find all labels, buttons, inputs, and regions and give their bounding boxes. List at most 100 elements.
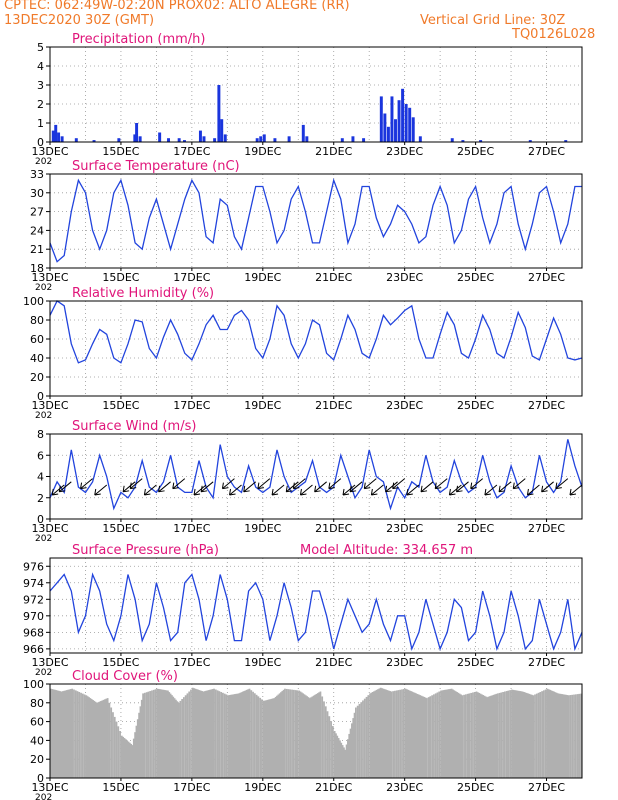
x-tick-label: 17DEC — [173, 399, 210, 412]
cloud-bar — [423, 696, 426, 778]
cloud-bar — [282, 689, 285, 778]
wind-arrow — [512, 478, 526, 490]
cloud-bar — [456, 691, 458, 778]
cloud-bar — [89, 698, 92, 778]
cloud-bar — [97, 702, 100, 778]
cloud-bar — [160, 689, 163, 778]
precipitation-panel: 0 1 2 3 4 5 13DEC 15DEC 17DEC 19DEC 21DEC 23DEC 25DE… — [31, 32, 583, 167]
cloud-bar — [85, 695, 88, 778]
cloud-bar — [80, 692, 82, 778]
precip-bar — [135, 123, 139, 142]
cloud-bar — [318, 692, 320, 778]
cloud-bar — [156, 688, 159, 778]
cloud-bar — [98, 701, 101, 778]
cloud-bar — [218, 691, 221, 778]
cloud-bar — [345, 744, 348, 778]
wind-arrow-shaft — [342, 484, 356, 496]
cloud-bar — [369, 693, 371, 778]
wind-arrow — [569, 484, 583, 496]
wind-arrow-shaft — [363, 478, 377, 490]
cloud-bar — [532, 695, 535, 778]
wind-arrow-head — [456, 485, 463, 493]
cloud-bar — [495, 693, 498, 778]
pressure-panel: 966 968 970 972 974 976 13DEC 15DEC 17DEC 19DEC 21… — [23, 543, 583, 678]
cloud-bar — [550, 690, 553, 778]
cloud-bar — [487, 696, 490, 778]
x-tick-label: 25DEC — [457, 522, 494, 535]
cloud-bar — [512, 689, 515, 778]
cloud-bar — [239, 692, 242, 778]
cloud-bar — [81, 693, 84, 778]
cloud-bar — [566, 695, 569, 778]
cloud-bar — [197, 689, 199, 778]
year-fragment: 202 — [35, 283, 52, 293]
cloud-bar — [173, 698, 176, 778]
wind-arrow — [229, 484, 242, 496]
y-tick-label: 60 — [30, 716, 44, 729]
year-fragment: 202 — [35, 157, 52, 167]
cloud-bar — [90, 699, 93, 778]
precip-bar — [305, 136, 309, 142]
y-tick-label: 972 — [23, 593, 44, 606]
precip-bar — [418, 136, 422, 142]
cloud-bar — [486, 697, 489, 778]
cloud-bar — [175, 699, 177, 778]
cloud-bar — [307, 697, 310, 778]
wind-arrow-head — [555, 482, 562, 490]
x-tick-label: 15DEC — [102, 271, 139, 284]
wind-arrow-shaft — [456, 481, 469, 493]
cloud-bar — [542, 690, 545, 778]
cloud-bar — [348, 733, 351, 778]
plot-frame — [49, 300, 583, 397]
cloud-bar — [149, 691, 152, 778]
x-tick-label: 15DEC — [102, 145, 139, 158]
wind-arrow-shaft — [541, 481, 554, 493]
cloud-bar — [232, 694, 235, 778]
cloud-bar — [300, 692, 303, 778]
precip-bar — [177, 138, 181, 142]
wind-arrow-head — [512, 482, 520, 490]
cloud-bar — [507, 690, 510, 778]
wind-arrow-head — [243, 485, 250, 493]
cloud-bar — [259, 697, 262, 778]
cloud-bar — [255, 694, 258, 778]
model-label: TQ0126L028 — [512, 27, 596, 42]
wind-arrow-head — [129, 482, 137, 490]
precip-bar — [411, 117, 415, 142]
wind-arrow — [385, 481, 398, 493]
wind-arrow — [406, 484, 420, 496]
wind-arrow-shaft — [193, 484, 207, 496]
cloud-bar — [395, 690, 398, 778]
cloud-bar — [163, 689, 165, 778]
cloud-bar — [519, 691, 521, 778]
cloud-bar — [248, 688, 251, 778]
cloud-bar — [498, 692, 501, 778]
cloud-bar — [194, 688, 197, 778]
cloud-bar — [227, 695, 230, 778]
cloud-bar — [284, 688, 286, 778]
wind-arrow-head — [257, 482, 264, 490]
wind-arrow — [271, 484, 285, 496]
humidity-panel: 0 20 40 60 80 100 13DEC 15DEC 17DEC 19DEC 21DEC 23D… — [23, 286, 583, 421]
x-tick-label: 19DEC — [244, 271, 281, 284]
precip-bar — [183, 140, 186, 142]
cloud-bar — [231, 694, 234, 778]
cloud-bar — [319, 691, 322, 778]
cloud-bar — [433, 694, 435, 778]
year-fragment: 202 — [35, 534, 52, 544]
cloud-bar — [145, 692, 148, 778]
cloud-bar — [445, 689, 448, 778]
wind-arrow-shaft — [229, 484, 242, 496]
pressure-title: Surface Pressure (hPa) — [72, 543, 219, 558]
wind-arrow-shaft — [172, 478, 186, 490]
run-date: 13DEC2020 30Z (GMT) — [4, 13, 155, 28]
wind-arrow-shaft — [385, 481, 398, 493]
wind-arrow — [470, 478, 484, 490]
cloud-bar — [265, 700, 268, 778]
wind-arrow-shaft — [406, 484, 420, 496]
cloud-bar — [387, 690, 390, 778]
wind-arrow-head — [498, 485, 506, 493]
precip-bar — [158, 132, 162, 142]
y-tick-label: 968 — [23, 626, 44, 639]
cloud-bar — [333, 731, 336, 778]
